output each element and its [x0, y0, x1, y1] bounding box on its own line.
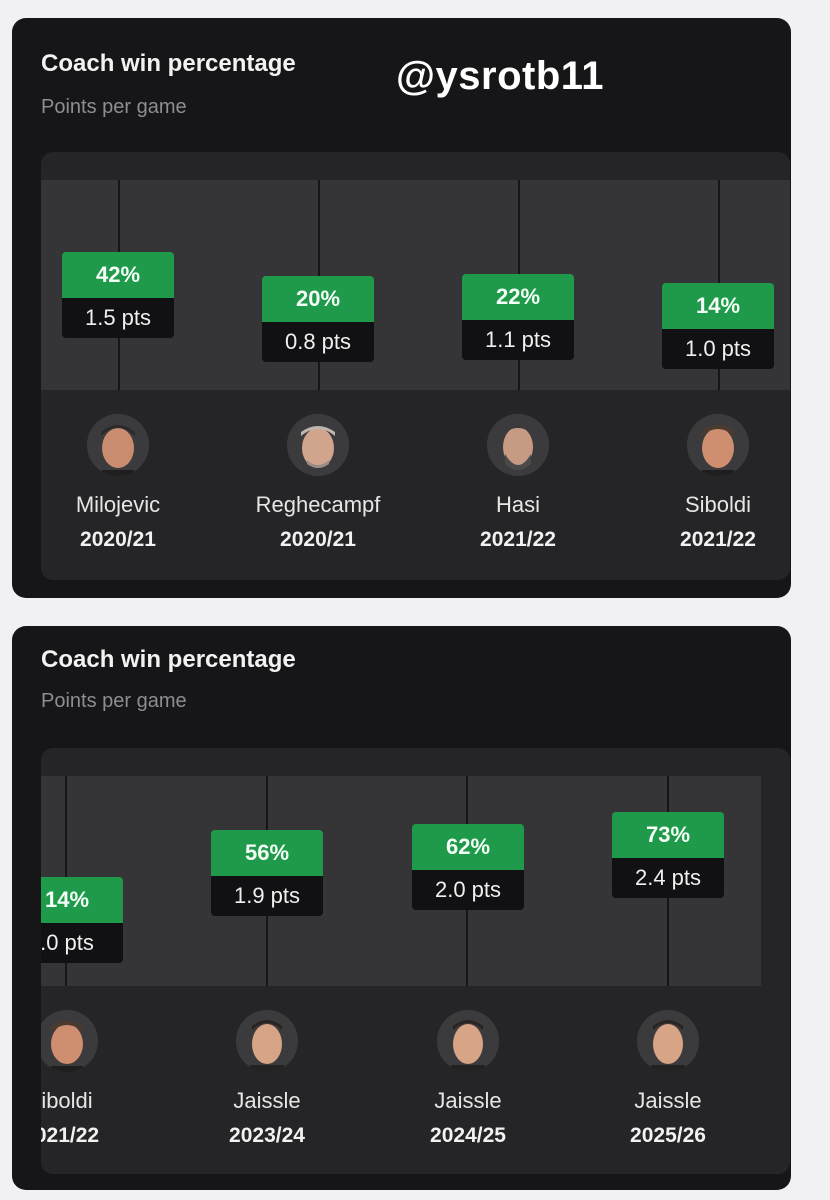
- coach-item[interactable]: Jaissle 2025/26: [578, 1010, 758, 1148]
- coach-face-icon: [236, 1010, 298, 1072]
- points-per-game-label: 1.9 pts: [211, 876, 323, 916]
- coach-name: iboldi: [41, 1088, 93, 1113]
- win-percentage-label: 14%: [662, 283, 774, 329]
- coach-chart-panel[interactable]: 14% .0 pts 56% 1.9 pts 62% 2.0 pts 73% 2…: [41, 748, 790, 1174]
- coach-stat-badge[interactable]: 22% 1.1 pts: [462, 274, 574, 360]
- coach-face-icon: [487, 414, 549, 476]
- card-subtitle: Points per game: [41, 96, 187, 118]
- coach-face-icon: [87, 414, 149, 476]
- win-percentage-label: 56%: [211, 830, 323, 876]
- card-title: Coach win percentage: [41, 50, 296, 77]
- points-per-game-label: 0.8 pts: [262, 322, 374, 362]
- coach-season: 2020/21: [80, 528, 156, 551]
- chart-plot-area: 42% 1.5 pts 20% 0.8 pts 22% 1.1 pts 14% …: [41, 180, 790, 390]
- win-percentage-label: 62%: [412, 824, 524, 870]
- coach-item[interactable]: Jaissle 2024/25: [378, 1010, 558, 1148]
- coach-name: Jaissle: [434, 1088, 502, 1113]
- points-per-game-label: 2.0 pts: [412, 870, 524, 910]
- win-percentage-label: 73%: [612, 812, 724, 858]
- coach-win-card-1: Coach win percentage Points per game @ys…: [12, 18, 791, 598]
- coach-item[interactable]: Hasi 2021/22: [428, 414, 608, 552]
- coach-season: 2025/26: [630, 1124, 706, 1147]
- coach-face-icon: [637, 1010, 699, 1072]
- coach-item[interactable]: Reghecampf 2020/21: [228, 414, 408, 552]
- coach-name: Siboldi: [684, 492, 752, 517]
- coach-item[interactable]: Siboldi 2021/22: [628, 414, 790, 552]
- coach-name: Jaissle: [233, 1088, 301, 1113]
- coach-stat-badge[interactable]: 14% 1.0 pts: [662, 283, 774, 369]
- coach-win-card-2: Coach win percentage Points per game 14%…: [12, 626, 791, 1190]
- coach-face-icon: [287, 414, 349, 476]
- coach-name: Milojevic: [75, 492, 161, 517]
- coach-item[interactable]: Jaissle 2023/24: [177, 1010, 357, 1148]
- coach-name: Hasi: [495, 492, 540, 517]
- card-title: Coach win percentage: [41, 646, 296, 673]
- coach-season: 021/22: [41, 1124, 100, 1147]
- points-per-game-label: .0 pts: [41, 923, 123, 963]
- watermark-handle: @ysrotb11: [396, 54, 605, 98]
- points-per-game-label: 1.1 pts: [462, 320, 574, 360]
- coach-season: 2021/22: [480, 528, 556, 551]
- coach-season: 2024/25: [430, 1124, 506, 1147]
- coach-stat-badge[interactable]: 73% 2.4 pts: [612, 812, 724, 898]
- chart-plot-area: 14% .0 pts 56% 1.9 pts 62% 2.0 pts 73% 2…: [41, 776, 761, 986]
- coach-season: 2023/24: [229, 1124, 305, 1147]
- coach-season: 2021/22: [680, 528, 756, 551]
- card-subtitle: Points per game: [41, 690, 187, 712]
- coach-stat-badge[interactable]: 20% 0.8 pts: [262, 276, 374, 362]
- coach-name: Jaissle: [634, 1088, 702, 1113]
- points-per-game-label: 2.4 pts: [612, 858, 724, 898]
- coach-face-icon: [687, 414, 749, 476]
- coach-stat-badge[interactable]: 42% 1.5 pts: [62, 252, 174, 338]
- points-per-game-label: 1.0 pts: [662, 329, 774, 369]
- win-percentage-label: 22%: [462, 274, 574, 320]
- coach-item[interactable]: Milojevic 2020/21: [41, 414, 208, 552]
- coach-item[interactable]: iboldi 021/22: [41, 1010, 157, 1148]
- win-percentage-label: 20%: [262, 276, 374, 322]
- coach-face-icon: [41, 1010, 98, 1072]
- win-percentage-label: 42%: [62, 252, 174, 298]
- coach-stat-badge[interactable]: 62% 2.0 pts: [412, 824, 524, 910]
- coach-chart-panel[interactable]: 42% 1.5 pts 20% 0.8 pts 22% 1.1 pts 14% …: [41, 152, 790, 580]
- coach-stat-badge[interactable]: 56% 1.9 pts: [211, 830, 323, 916]
- coach-season: 2020/21: [280, 528, 356, 551]
- points-per-game-label: 1.5 pts: [62, 298, 174, 338]
- coach-face-icon: [437, 1010, 499, 1072]
- coach-name: Reghecampf: [255, 492, 381, 517]
- win-percentage-label: 14%: [41, 877, 123, 923]
- coach-stat-badge[interactable]: 14% .0 pts: [41, 877, 123, 963]
